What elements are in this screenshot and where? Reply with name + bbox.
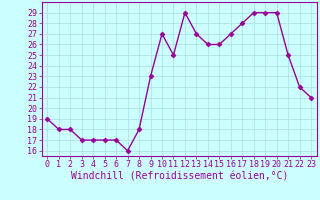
X-axis label: Windchill (Refroidissement éolien,°C): Windchill (Refroidissement éolien,°C) — [70, 172, 288, 182]
